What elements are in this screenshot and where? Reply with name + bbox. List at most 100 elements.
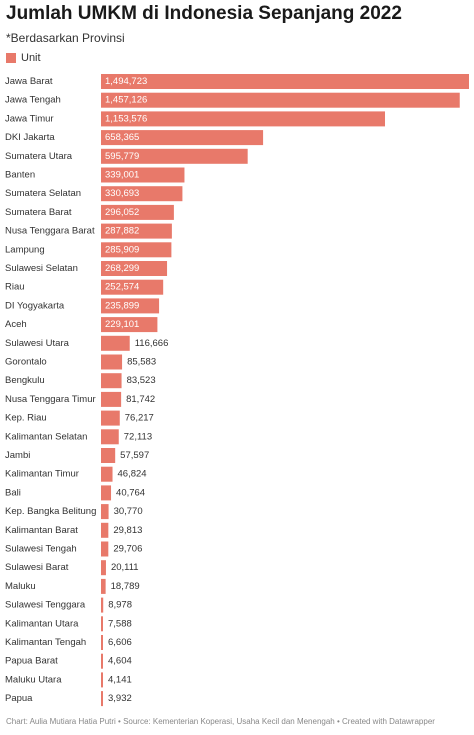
category-label: Sumatera Selatan: [5, 188, 81, 199]
category-label: Kalimantan Timur: [5, 469, 79, 480]
bar: [101, 279, 164, 295]
bar: [101, 391, 122, 407]
value-label: 29,813: [113, 525, 142, 536]
category-label: Banten: [5, 170, 35, 181]
value-label: 285,909: [105, 244, 139, 255]
bar: [101, 242, 172, 258]
bar: [101, 672, 103, 688]
bar: [101, 522, 109, 538]
value-label: 8,978: [108, 600, 132, 611]
value-label: 3,932: [108, 693, 132, 704]
legend-label: Unit: [21, 52, 41, 64]
bar: [101, 691, 103, 707]
bar-chart: Jawa Barat 1,494,723 Jawa Tengah 1,457,126 J…: [5, 74, 469, 707]
value-label: 229,101: [105, 319, 139, 330]
bar: [101, 167, 185, 183]
category-label: Aceh: [5, 319, 27, 330]
category-label: Maluku Utara: [5, 674, 62, 685]
bar: [101, 616, 103, 632]
bar: [101, 317, 158, 333]
category-label: Jawa Timur: [5, 113, 54, 124]
category-label: Kalimantan Utara: [5, 618, 79, 629]
bar: [101, 298, 160, 314]
value-label: 268,299: [105, 263, 139, 274]
category-label: Kep. Bangka Belitung: [5, 506, 96, 517]
bar: [101, 92, 460, 108]
legend-swatch: [6, 53, 16, 63]
bar: [101, 541, 109, 557]
category-label: Kalimantan Barat: [5, 525, 78, 536]
category-label: DI Yogyakarta: [5, 300, 65, 311]
bar: [101, 597, 104, 613]
category-label: Sulawesi Selatan: [5, 263, 78, 274]
category-label: Lampung: [5, 244, 45, 255]
category-label: Papua: [5, 693, 33, 704]
bar: [101, 186, 183, 202]
value-label: 116,666: [135, 338, 169, 349]
category-label: Kalimantan Tengah: [5, 637, 86, 648]
category-label: Sulawesi Tenggara: [5, 600, 86, 611]
value-label: 81,742: [126, 394, 155, 405]
category-label: Riau: [5, 282, 25, 293]
value-label: 29,706: [113, 544, 142, 555]
value-label: 18,789: [111, 581, 140, 592]
bar: [101, 653, 103, 669]
category-label: Kalimantan Selatan: [5, 431, 87, 442]
value-label: 4,604: [108, 656, 132, 667]
bar: [101, 578, 106, 594]
category-label: DKI Jakarta: [5, 132, 55, 143]
category-label: Sulawesi Tengah: [5, 544, 77, 555]
category-label: Gorontalo: [5, 357, 47, 368]
bar: [101, 204, 174, 220]
category-label: Sulawesi Barat: [5, 562, 69, 573]
bar: [101, 335, 130, 351]
category-label: Kep. Riau: [5, 413, 47, 424]
bar: [101, 148, 248, 164]
value-label: 252,574: [105, 282, 139, 293]
category-label: Jawa Tengah: [5, 95, 61, 106]
value-label: 4,141: [108, 674, 132, 685]
value-label: 1,494,723: [105, 76, 147, 87]
value-label: 595,779: [105, 151, 139, 162]
value-label: 7,588: [108, 618, 132, 629]
value-label: 72,113: [124, 431, 152, 442]
category-label: Bengkulu: [5, 375, 45, 386]
bar: [101, 429, 119, 445]
value-label: 6,606: [108, 637, 132, 648]
value-label: 85,583: [127, 357, 156, 368]
value-label: 30,770: [114, 506, 143, 517]
bar: [101, 261, 168, 276]
value-label: 1,457,126: [105, 95, 147, 106]
bar: [101, 74, 469, 89]
category-label: Sumatera Utara: [5, 151, 73, 162]
chart-footer: Chart: Aulia Mutiara Hatia Putri • Sourc…: [6, 717, 435, 726]
bar: [101, 410, 120, 426]
category-label: Jawa Barat: [5, 76, 53, 87]
bar: [101, 373, 122, 389]
value-label: 287,882: [105, 226, 139, 237]
bar: [101, 354, 123, 370]
bar: [101, 466, 113, 482]
value-label: 339,001: [105, 170, 139, 181]
value-label: 235,899: [105, 300, 139, 311]
value-label: 40,764: [116, 487, 145, 498]
value-label: 76,217: [125, 413, 154, 424]
bar: [101, 504, 109, 520]
value-label: 83,523: [127, 375, 156, 386]
category-label: Papua Barat: [5, 656, 58, 667]
value-label: 46,824: [118, 469, 147, 480]
category-label: Nusa Tenggara Timur: [5, 394, 96, 405]
chart-title: Jumlah UMKM di Indonesia Sepanjang 2022: [6, 3, 402, 24]
category-label: Bali: [5, 487, 21, 498]
bar: [101, 130, 264, 146]
value-label: 20,111: [111, 562, 139, 573]
value-label: 296,052: [105, 207, 139, 218]
value-label: 658,365: [105, 132, 139, 143]
value-label: 330,693: [105, 188, 139, 199]
category-label: Nusa Tenggara Barat: [5, 226, 95, 237]
bar: [101, 111, 386, 127]
category-label: Jambi: [5, 450, 30, 461]
bar: [101, 448, 116, 463]
category-label: Maluku: [5, 581, 36, 592]
bar: [101, 635, 103, 650]
